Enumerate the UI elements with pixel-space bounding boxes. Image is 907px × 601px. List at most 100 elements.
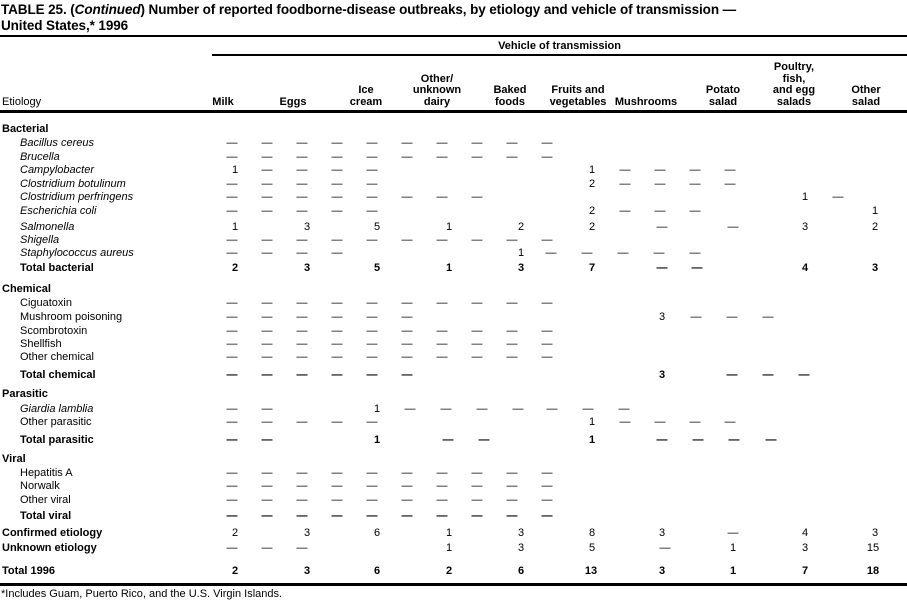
table-cell: — [226,191,238,203]
table-cell: — [296,178,308,190]
table-cell: — [762,369,774,381]
table-cell: — [226,416,238,428]
table-cell: — [436,191,448,203]
title-divider [0,35,907,37]
table-cell: — [617,247,629,259]
table-cell: — [471,494,483,506]
table-row: Hepatitis A — — — — — — — — — — [0,467,907,480]
table-cell: 4 [801,527,809,539]
column-header: Ice cream [349,84,383,108]
table-cell: 15 [866,542,880,554]
table-cell: — [226,494,238,506]
table-cell: — [226,178,238,190]
table-cell: — [331,178,343,190]
row-label: Total bacterial [20,262,94,274]
table-cell: — [331,338,343,350]
column-header: Potato salad [705,84,741,108]
table-cell: — [331,191,343,203]
table-row: Other viral — — — — — — — — — — [0,494,907,507]
table-cell: — [689,247,701,259]
table-cell: — [724,178,736,190]
table-cell: 2 [588,221,596,233]
row-label: Total parasitic [20,434,94,446]
table-cell: — [366,494,378,506]
table-cell: — [296,164,308,176]
table-cell: 2 [517,221,525,233]
spanner-header: Vehicle of transmission [498,40,621,52]
table-cell: — [261,338,273,350]
row-label: Clostridium perfringens [20,191,134,203]
header-divider [0,110,907,113]
table-cell: — [296,542,308,554]
table-cell: — [619,205,631,217]
row-label: Total chemical [20,369,96,381]
table-cell: — [401,338,413,350]
table-cell: — [541,494,553,506]
table-cell: 2 [588,178,596,190]
table-cell: — [296,191,308,203]
table-cell: — [366,351,378,363]
table-cell: 3 [801,221,809,233]
table-cell: — [691,262,703,274]
table-cell: — [726,311,738,323]
table-row: Total bacterial 2 3 5 1 3 7 — — 4 3 [0,262,907,275]
table-cell: 8 [588,527,596,539]
table-cell: — [366,164,378,176]
table-cell: — [506,351,518,363]
table-cell: 1 [588,164,596,176]
bottom-divider [0,583,907,586]
table-cell: 13 [584,565,598,577]
table-cell: 7 [588,262,596,274]
table-cell: 3 [517,542,525,554]
table-cell: — [226,311,238,323]
table-cell: — [506,467,518,479]
table-cell: — [436,297,448,309]
table-cell: — [331,351,343,363]
table-cell: — [261,494,273,506]
table-cell: 6 [373,527,381,539]
table-cell: — [226,480,238,492]
table-cell: — [226,297,238,309]
table-cell: — [541,234,553,246]
table-cell: — [506,480,518,492]
table-cell: — [261,434,273,446]
table-cell: — [689,164,701,176]
table-cell: — [261,191,273,203]
table-cell: — [436,151,448,163]
table-cell: — [331,369,343,381]
table-cell: — [226,434,238,446]
table-cell: — [762,311,774,323]
table-cell: — [689,178,701,190]
table-cell: — [654,178,666,190]
table-cell: — [471,151,483,163]
column-header: Eggs [279,95,307,108]
table-cell: — [506,234,518,246]
row-label: Total 1996 [2,565,55,577]
table-cell: — [436,137,448,149]
table-row: Bacillus cereus — — — — — — — — — — [0,137,907,150]
table-cell: — [296,151,308,163]
table-cell: — [724,416,736,428]
table-cell: — [366,467,378,479]
table-cell: — [366,510,378,522]
table-cell: — [545,247,557,259]
table-cell: — [401,137,413,149]
table-cell: — [296,480,308,492]
table-row: Confirmed etiology 2 3 6 1 3 8 3—4 3 [0,527,907,540]
etiology-header: Etiology [2,95,42,108]
row-label: Brucella [20,151,60,163]
column-header: Fruits and vegetables [549,84,607,108]
table-cell: — [692,434,704,446]
table-row: Mushroom poisoning — — — — — — 3 — — — [0,311,907,324]
row-label: Norwalk [20,480,60,492]
table-cell: 3 [801,542,809,554]
table-cell: — [401,297,413,309]
table-row: Bacterial [0,123,907,136]
table-cell: — [656,221,668,233]
table-row: Campylobacter 1 — — — — 1 — — — — [0,164,907,177]
spanner-divider [212,54,907,56]
table-cell: — [366,234,378,246]
table-cell: — [331,137,343,149]
table-row: Total chemical — — — — — — 3 — — — [0,369,907,382]
